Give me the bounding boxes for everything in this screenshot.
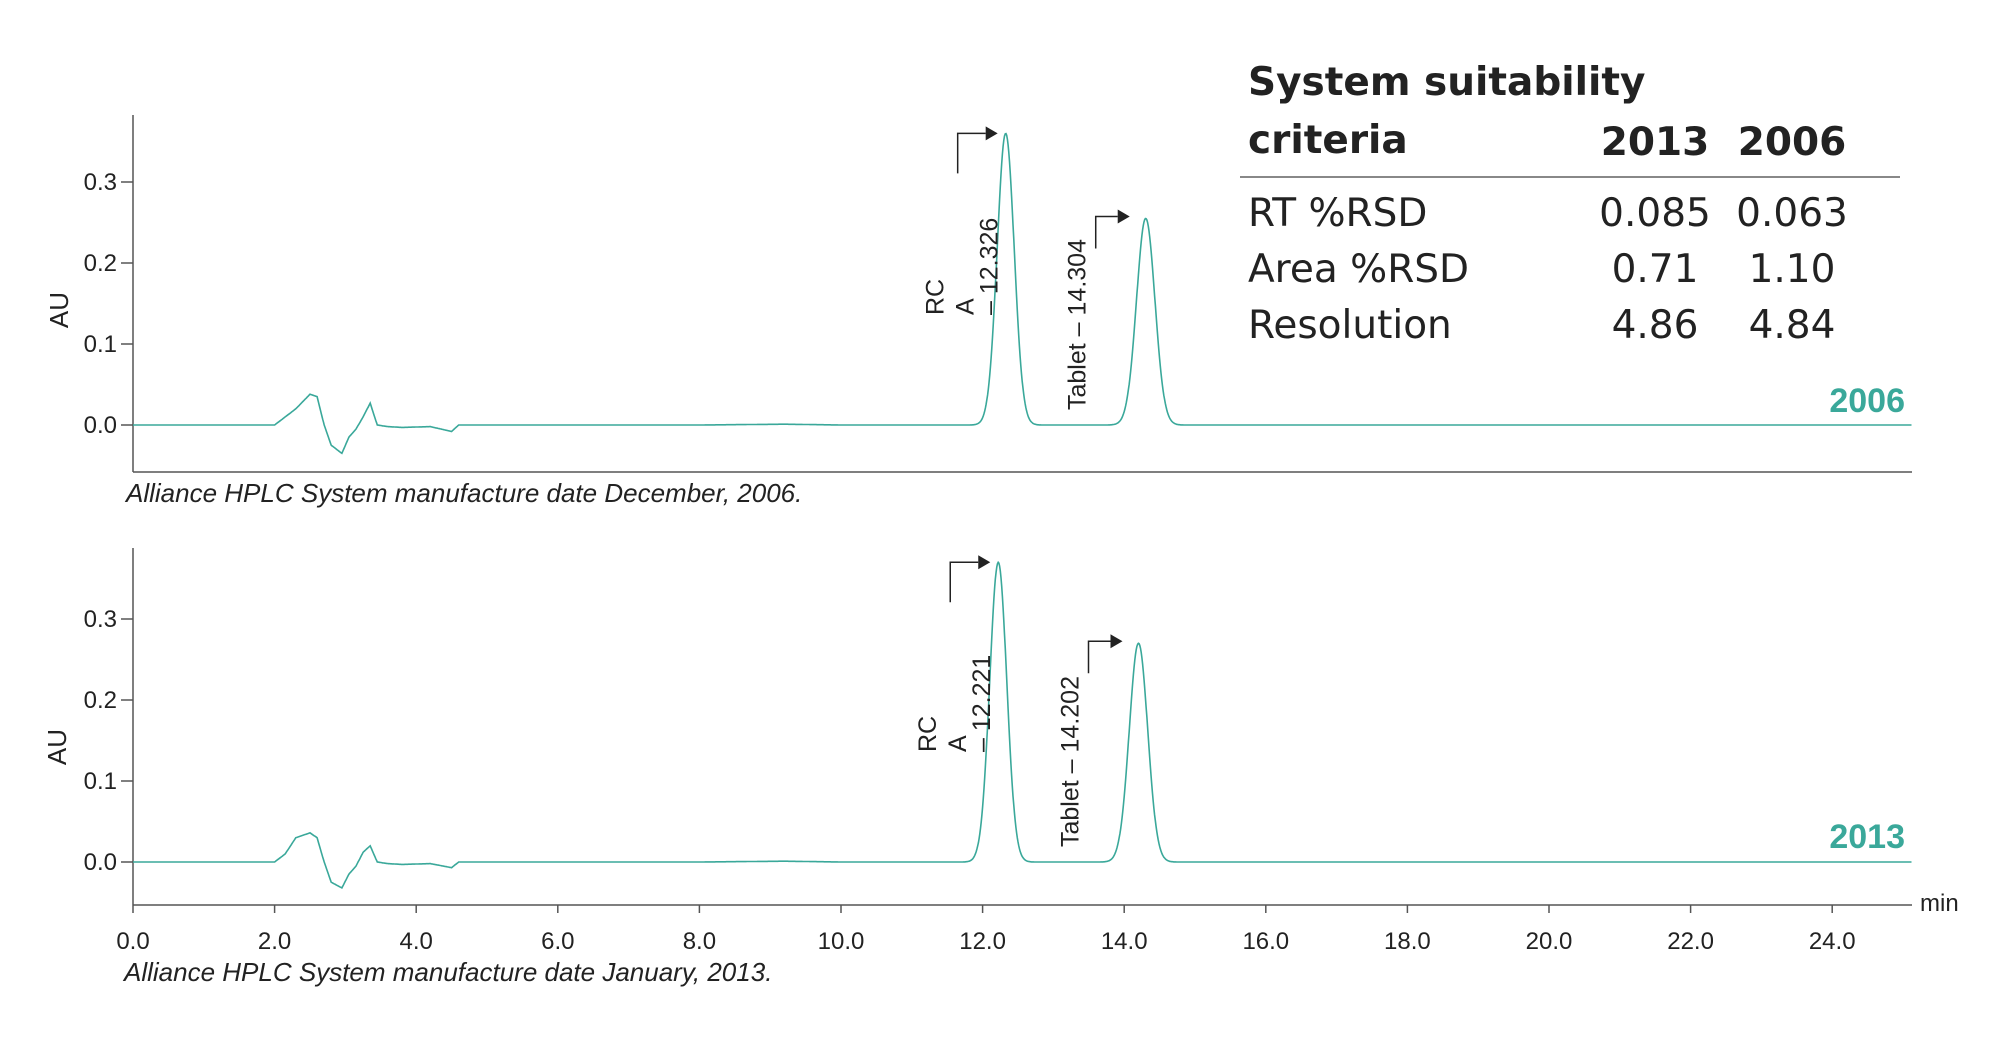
x-tick-label: 10.0	[818, 928, 865, 955]
y-tick-label: 0.1	[84, 768, 117, 795]
cell-value-2006: 4.84	[1748, 303, 1836, 348]
table-row-area-rsd: Area %RSD 0.71 1.10	[1240, 242, 1900, 298]
chart-panel-2013: 0.0 0.1 0.2 0.3 AU 0.0 2.0 4.0 6.0 8.0 10.0 12.0 14.…	[42, 548, 1959, 955]
peak-label-2: Tablet – 14.304	[1064, 239, 1092, 410]
x-tick-label: 24.0	[1809, 928, 1856, 955]
peak-arrowhead	[978, 555, 991, 570]
table-title: System suitability criteria	[1248, 60, 1646, 163]
cell-value-2006: 1.10	[1748, 247, 1836, 292]
table-row-resolution: Resolution 4.86 4.84	[1240, 298, 1900, 354]
chart-panel-2006: 0.0 0.1 0.2 0.3 AU RC A– 12.326 Tablet – 14.304…	[44, 115, 1912, 473]
caption-2013: Alliance HPLC System manufacture date Ja…	[124, 957, 773, 987]
row-label: RT %RSD	[1248, 191, 1428, 236]
y-tick-label: 0.3	[84, 169, 117, 196]
cell-value-2013: 0.71	[1611, 247, 1699, 292]
y-axis-label: AU	[44, 292, 74, 328]
table-header: System suitability criteria 2013 2006	[1240, 50, 1900, 178]
chromatogram-trace	[133, 132, 1912, 455]
cell-value-2013: 4.86	[1611, 303, 1699, 348]
cell-value-2006: 0.063	[1736, 191, 1848, 236]
peak-arrowhead	[1110, 634, 1123, 649]
peak-label-1: A	[952, 298, 980, 315]
y-tick-label: 0.1	[84, 331, 117, 358]
peak-label-2: Tablet – 14.202	[1057, 676, 1085, 847]
y-tick-label: 0.3	[84, 606, 117, 633]
y-axis-label: AU	[42, 729, 72, 765]
x-tick-label: 8.0	[683, 928, 716, 955]
chromatogram-trace	[133, 560, 1912, 890]
peak-label-1: – 12.326	[976, 218, 1004, 315]
peak-label-1: RC	[914, 716, 942, 752]
peak-arrow	[1094, 215, 1118, 249]
peak-arrow	[1087, 640, 1111, 674]
x-tick-label: 12.0	[959, 928, 1006, 955]
x-tick-label: 0.0	[116, 928, 149, 955]
peak-arrowhead	[985, 126, 998, 141]
row-label: Resolution	[1248, 303, 1452, 348]
x-tick-label: 6.0	[541, 928, 574, 955]
y-tick-label: 0.2	[84, 687, 117, 714]
x-tick-label: 22.0	[1667, 928, 1714, 955]
table-row-rt-rsd: RT %RSD 0.085 0.063	[1240, 186, 1900, 242]
series-year-label: 2013	[1829, 818, 1905, 856]
x-axis-unit-label: min	[1920, 890, 1959, 917]
caption-2006: Alliance HPLC System manufacture date De…	[126, 478, 803, 508]
peak-arrow	[956, 132, 986, 174]
cell-value-2013: 0.085	[1599, 191, 1711, 236]
peak-arrowhead	[1117, 209, 1130, 224]
x-tick-label: 16.0	[1242, 928, 1289, 955]
x-tick-label: 4.0	[400, 928, 433, 955]
column-header-2013: 2013	[1600, 120, 1710, 165]
peak-arrow	[949, 561, 979, 603]
y-tick-label: 0.0	[84, 849, 117, 876]
system-suitability-table: System suitability criteria 2013 2006 RT…	[1240, 50, 1900, 354]
series-year-label: 2006	[1829, 382, 1905, 420]
y-tick-label: 0.0	[84, 412, 117, 439]
column-header-2006: 2006	[1737, 120, 1847, 165]
peak-label-1: A	[944, 735, 972, 752]
x-tick-label: 14.0	[1101, 928, 1148, 955]
row-label: Area %RSD	[1248, 247, 1470, 292]
y-tick-label: 0.2	[84, 250, 117, 277]
x-tick-label: 20.0	[1526, 928, 1573, 955]
x-tick-label: 2.0	[258, 928, 291, 955]
x-tick-label: 18.0	[1384, 928, 1431, 955]
peak-label-1: RC	[922, 279, 950, 315]
peak-label-1: – 12.221	[968, 655, 996, 752]
